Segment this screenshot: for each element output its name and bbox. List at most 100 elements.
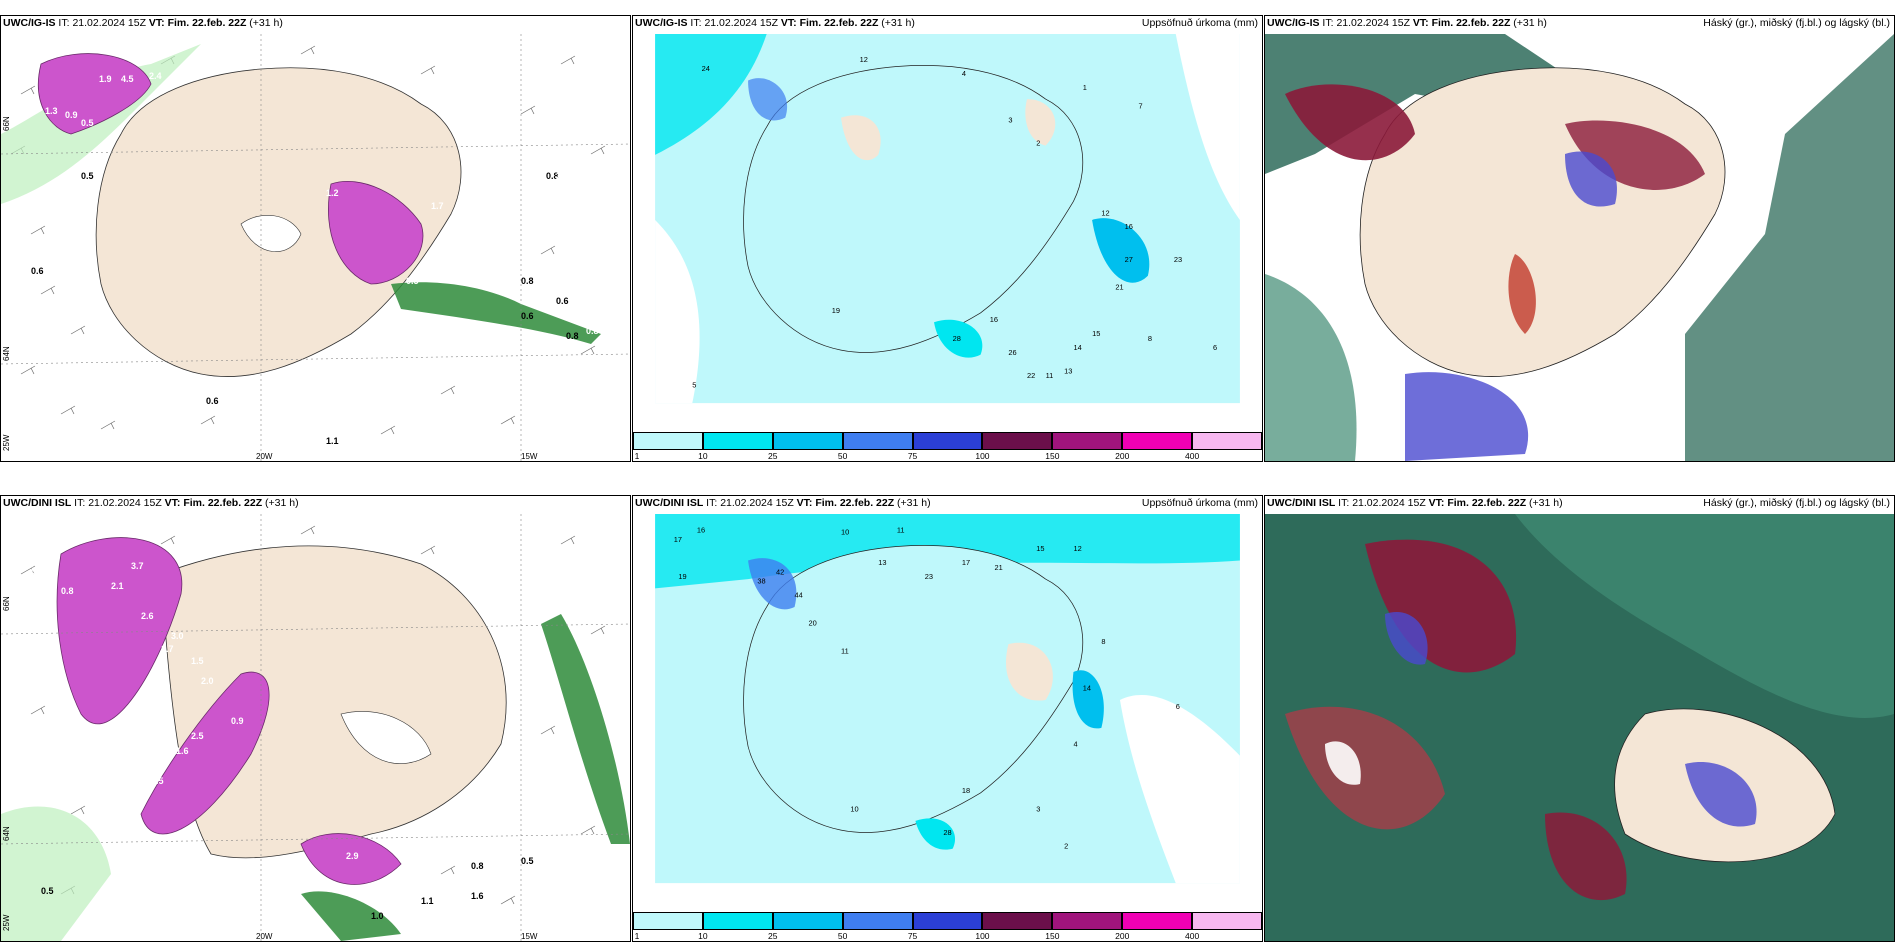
precip-values: 1.9 4.5 2.4 7 1.3 0.9 0.5 0.5 1.2 1.7 5.… — [31, 71, 599, 446]
colorbar-segment — [1052, 912, 1123, 930]
colorbar-label: 400 — [1185, 931, 1200, 941]
svg-text:0.8: 0.8 — [566, 331, 579, 341]
svg-text:44: 44 — [795, 591, 803, 600]
panel-accum-dini: UWC/DINI ISL IT: 21.02.2024 15Z VT: Fim.… — [632, 495, 1263, 942]
svg-text:26: 26 — [1008, 348, 1016, 357]
svg-text:11: 11 — [841, 646, 849, 655]
lat-label: 25W — [2, 914, 11, 931]
svg-text:13: 13 — [1064, 366, 1072, 375]
svg-text:11: 11 — [1046, 371, 1054, 380]
colorbar-label: 100 — [975, 931, 990, 941]
accum-precip-map[interactable]: 17 16 10 11 38 42 44 19 20 13 23 21 14 1… — [633, 514, 1262, 911]
colorbar-segment — [982, 432, 1053, 450]
precip-wind-map[interactable]: 1.0 0.2 3.7 2.1 0.8 2.6 3.0 2.7 1.5 2.5 … — [1, 514, 630, 941]
svg-text:10: 10 — [841, 527, 849, 536]
svg-text:42: 42 — [776, 567, 784, 576]
colorbar-label: 25 — [768, 451, 778, 461]
svg-text:6: 6 — [1176, 702, 1180, 711]
svg-text:1.6: 1.6 — [176, 746, 189, 756]
colorbar-segment — [1192, 432, 1262, 450]
svg-text:3.7: 3.7 — [131, 561, 144, 571]
svg-text:2.0: 2.0 — [201, 676, 214, 686]
colorbar-segment — [772, 432, 843, 450]
panel-precip-wind-dini: UWC/DINI ISL IT: 21.02.2024 15Z VT: Fim.… — [0, 495, 631, 942]
colorbar-label: 200 — [1115, 451, 1130, 461]
colorbar-label: 400 — [1185, 451, 1200, 461]
panel-title: Háský (gr.), miðský (fj.bl.) og lágský (… — [1703, 497, 1890, 509]
svg-text:5.2: 5.2 — [433, 246, 446, 256]
panel-cloud-dini: UWC/DINI ISL IT: 21.02.2024 15Z VT: Fim.… — [1264, 495, 1895, 942]
svg-text:1.7: 1.7 — [431, 201, 444, 211]
precip-wind-map[interactable]: 1.9 4.5 2.4 7 1.3 0.9 0.5 0.5 1.2 1.7 5.… — [1, 34, 630, 461]
svg-text:7: 7 — [1139, 101, 1143, 110]
svg-text:2.1: 2.1 — [111, 581, 124, 591]
panel-header: UWC/IG-IS IT: 21.02.2024 15Z VT: Fim. 22… — [3, 17, 283, 29]
colorbar-segment — [1192, 912, 1262, 930]
svg-text:1.5: 1.5 — [151, 776, 164, 786]
panel-title: Háský (gr.), miðský (fj.bl.) og lágský (… — [1703, 17, 1890, 29]
svg-text:0.5: 0.5 — [81, 171, 94, 181]
svg-text:3: 3 — [1036, 805, 1040, 814]
colorbar-segment — [912, 912, 983, 930]
lon-label: 20W — [256, 932, 273, 941]
svg-text:0.2: 0.2 — [31, 566, 44, 576]
panel-header: UWC/IG-IS IT: 21.02.2024 15Z VT: Fim. 22… — [635, 17, 1258, 29]
cloud-map[interactable] — [1265, 514, 1894, 941]
colorbar-segment — [842, 432, 913, 450]
svg-text:5: 5 — [692, 380, 696, 389]
colorbar-segment — [842, 912, 913, 930]
svg-text:14: 14 — [1073, 343, 1081, 352]
svg-text:0.8: 0.8 — [471, 861, 484, 871]
svg-text:28: 28 — [943, 828, 951, 837]
precip-values: 1.0 0.2 3.7 2.1 0.8 2.6 3.0 2.7 1.5 2.5 … — [31, 534, 534, 921]
svg-text:20: 20 — [809, 619, 817, 628]
colorbar-segment — [1052, 432, 1123, 450]
lat-label: 66N — [2, 116, 11, 131]
panel-title: Uppsöfnuð úrkoma (mm) — [1141, 17, 1258, 29]
svg-text:0.6: 0.6 — [31, 266, 44, 276]
accum-precip-map[interactable]: 24 12 4 3 2 1 7 19 16 12 27 23 21 16 26 … — [633, 34, 1262, 431]
panel-accum-igis: UWC/IG-IS IT: 21.02.2024 15Z VT: Fim. 22… — [632, 15, 1263, 462]
svg-text:15: 15 — [1092, 329, 1100, 338]
svg-text:0.8: 0.8 — [546, 171, 559, 181]
glacier — [240, 215, 302, 252]
colorbar-segment — [702, 432, 773, 450]
panel-cloud-igis: UWC/IG-IS IT: 21.02.2024 15Z VT: Fim. 22… — [1264, 15, 1895, 462]
svg-text:4: 4 — [1073, 739, 1077, 748]
panel-precip-wind-igis: UWC/IG-IS IT: 21.02.2024 15Z VT: Fim. 22… — [0, 15, 631, 462]
svg-text:4.5: 4.5 — [121, 74, 134, 84]
lon-label: 15W — [521, 932, 538, 941]
cloud-map[interactable] — [1265, 34, 1894, 461]
svg-text:24: 24 — [702, 64, 710, 73]
svg-text:2.7: 2.7 — [161, 644, 174, 654]
svg-text:1.1: 1.1 — [421, 896, 434, 906]
colorbar-segment — [633, 912, 703, 930]
colorbar-label: 75 — [907, 451, 918, 461]
lat-label: 64N — [2, 346, 11, 361]
svg-text:3: 3 — [1008, 115, 1012, 124]
lat-label: 64N — [2, 826, 11, 841]
svg-text:10: 10 — [850, 805, 858, 814]
svg-text:16: 16 — [1125, 222, 1133, 231]
svg-text:7: 7 — [161, 86, 166, 96]
graticule — [1, 34, 630, 461]
svg-text:17: 17 — [674, 535, 682, 544]
svg-text:2: 2 — [1064, 842, 1068, 851]
svg-text:1: 1 — [1083, 83, 1087, 92]
panel-header: UWC/DINI ISL IT: 21.02.2024 15Z VT: Fim.… — [1267, 497, 1890, 509]
colorbar-label: 150 — [1045, 451, 1060, 461]
colorbar: 1 10 25 50 75 100 150 200 400 — [633, 432, 1262, 461]
svg-text:0.8: 0.8 — [521, 276, 534, 286]
accum-values: 17 16 10 11 38 42 44 19 20 13 23 21 14 1… — [674, 526, 1180, 851]
svg-text:0.6: 0.6 — [521, 311, 534, 321]
svg-text:21: 21 — [1115, 283, 1123, 292]
svg-text:2.9: 2.9 — [346, 851, 359, 861]
lon-label: 20W — [256, 452, 273, 461]
svg-text:2.4: 2.4 — [149, 71, 162, 81]
svg-text:3.0: 3.0 — [171, 631, 184, 641]
colorbar-label: 1 — [634, 451, 640, 461]
colorbar-segment — [912, 432, 983, 450]
svg-text:12: 12 — [860, 55, 868, 64]
colorbar-label: 200 — [1115, 931, 1130, 941]
snow-band — [391, 282, 601, 344]
